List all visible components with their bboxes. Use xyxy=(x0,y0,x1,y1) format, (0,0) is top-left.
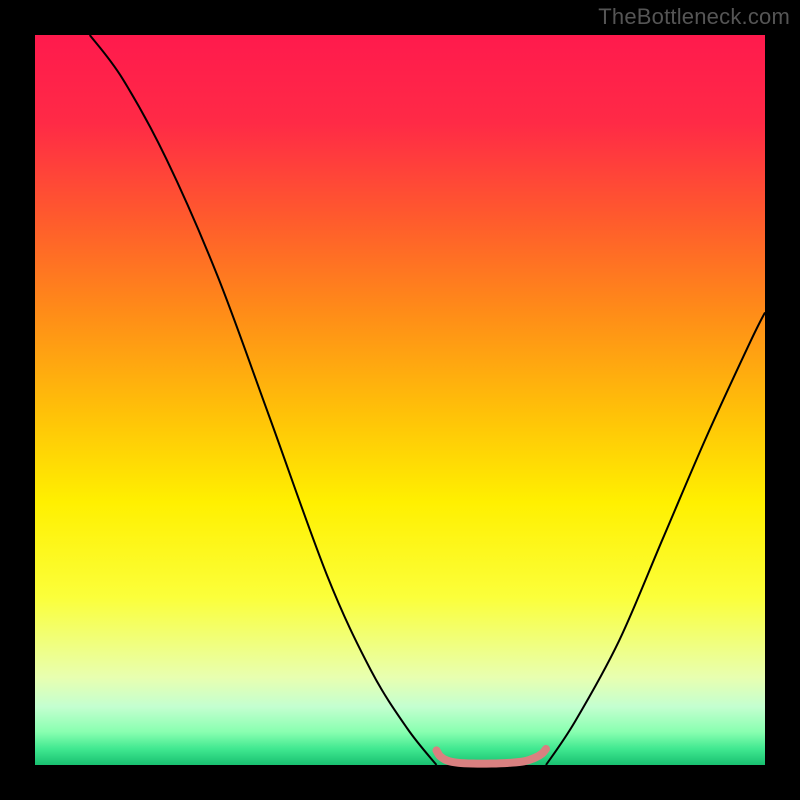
plot-background-gradient xyxy=(35,35,765,765)
bottleneck-chart: TheBottleneck.com xyxy=(0,0,800,800)
chart-svg xyxy=(0,0,800,800)
watermark-text: TheBottleneck.com xyxy=(598,4,790,30)
